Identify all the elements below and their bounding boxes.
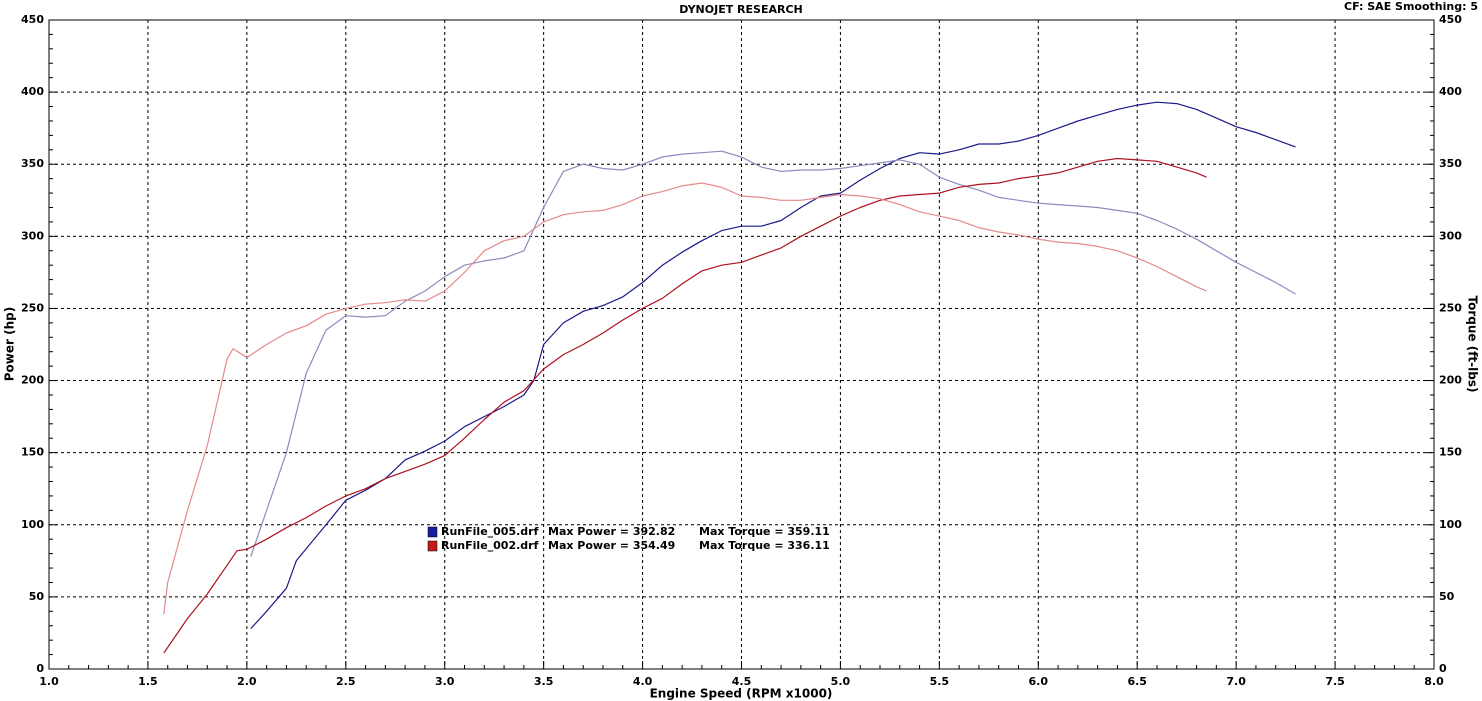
y-tick-label: 450 xyxy=(21,13,44,26)
x-tick-label: 2.5 xyxy=(336,675,356,688)
y-tick-label: 350 xyxy=(21,157,44,170)
x-tick-label: 5.5 xyxy=(930,675,950,688)
y2-tick-label: 150 xyxy=(1439,446,1462,459)
y-tick-label: 300 xyxy=(21,229,44,242)
legend-swatch xyxy=(427,540,438,552)
legend-name: RunFile_002.drf xyxy=(441,539,539,552)
y-tick-label: 0 xyxy=(36,662,44,675)
y-tick-label: 150 xyxy=(21,446,44,459)
chart-subtitle: CF: SAE Smoothing: 5 xyxy=(1344,0,1478,13)
y-tick-label: 400 xyxy=(21,85,44,98)
curve xyxy=(163,182,1207,615)
y2-tick-label: 200 xyxy=(1439,374,1462,387)
x-tick-label: 7.0 xyxy=(1226,675,1246,688)
x-tick-label: 4.5 xyxy=(732,675,752,688)
x-tick-label: 5.0 xyxy=(831,675,851,688)
x-tick-label: 3.5 xyxy=(534,675,554,688)
y2-tick-label: 50 xyxy=(1439,590,1455,603)
legend-max-torque: Max Torque = 336.11 xyxy=(699,539,830,552)
y2-tick-label: 300 xyxy=(1439,229,1462,242)
y2-tick-label: 0 xyxy=(1439,662,1447,675)
y2-tick-label: 100 xyxy=(1439,518,1462,531)
x-tick-label: 4.0 xyxy=(633,675,653,688)
legend-max-power: Max Power = 392.82 xyxy=(548,525,675,538)
x-tick-label: 1.0 xyxy=(39,675,59,688)
y-tick-label: 200 xyxy=(21,374,44,387)
y2-axis-label: Torque (ft-lbs) xyxy=(1466,296,1480,393)
y2-tick-label: 250 xyxy=(1439,301,1462,314)
legend-max-torque: Max Torque = 359.11 xyxy=(699,525,830,538)
legend-max-power: Max Power = 354.49 xyxy=(548,539,675,552)
chart-title: DYNOJET RESEARCH xyxy=(679,3,802,16)
y2-tick-label: 450 xyxy=(1439,13,1462,26)
legend-name: RunFile_005.drf xyxy=(441,525,539,538)
y-tick-label: 100 xyxy=(21,518,44,531)
x-tick-label: 6.5 xyxy=(1127,675,1147,688)
y-tick-label: 50 xyxy=(29,590,45,603)
x-tick-label: 3.0 xyxy=(435,675,455,688)
x-tick-label: 6.0 xyxy=(1029,675,1049,688)
x-tick-label: 8.0 xyxy=(1424,675,1444,688)
curve xyxy=(250,150,1296,557)
x-axis-label: Engine Speed (RPM x1000) xyxy=(650,687,833,701)
y2-tick-label: 400 xyxy=(1439,85,1462,98)
y-axis-label: Power (hp) xyxy=(3,307,17,381)
y-tick-label: 250 xyxy=(21,301,44,314)
curve xyxy=(250,101,1296,630)
y2-tick-label: 350 xyxy=(1439,157,1462,170)
x-tick-label: 2.0 xyxy=(237,675,257,688)
x-tick-label: 7.5 xyxy=(1325,675,1345,688)
x-tick-label: 1.5 xyxy=(138,675,158,688)
legend-swatch xyxy=(427,526,438,538)
curve xyxy=(163,157,1207,654)
